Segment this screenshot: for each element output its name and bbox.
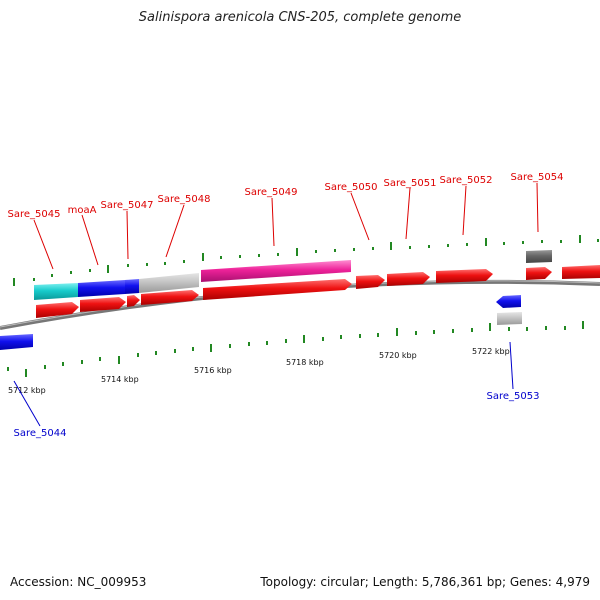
scale-label: 5712 kbp	[8, 386, 46, 395]
reverse-cds-track	[0, 295, 522, 350]
label-leaders	[13, 182, 539, 427]
leader-sare-5047	[126, 210, 129, 260]
gene-label-sare-5047[interactable]: Sare_5047	[101, 200, 154, 211]
leader-sare-5054	[536, 182, 539, 233]
gene-label-sare-5051[interactable]: Sare_5051	[384, 178, 437, 189]
cds-arrow-sare-5050[interactable]	[356, 275, 385, 289]
gene-label-sare-5053[interactable]: Sare_5053	[487, 391, 540, 402]
inner-tick-ring	[7, 321, 584, 377]
scale-label: 5722 kbp	[472, 347, 510, 356]
leader-sare-5048	[165, 204, 185, 258]
scale-label: 5720 kbp	[379, 351, 417, 360]
cds-arrow-sare-5051[interactable]	[387, 272, 430, 286]
gene-sare-5047-block[interactable]	[125, 279, 139, 294]
leader-sare-5045	[33, 219, 54, 270]
cds-arrow-sare-5044[interactable]	[0, 334, 33, 350]
gene-sare-5053-block[interactable]	[497, 312, 522, 325]
gene-label-sare-5045[interactable]: Sare_5045	[8, 209, 61, 220]
feature-track-outer	[34, 250, 552, 300]
cds-arrow-sare-5047[interactable]	[127, 295, 140, 307]
scale-label: 5718 kbp	[286, 358, 324, 367]
cds-arrow-sare-5049[interactable]	[203, 279, 352, 300]
gene-label-sare-5048[interactable]: Sare_5048	[158, 194, 211, 205]
leader-moaa	[81, 214, 99, 266]
gene-moaa-block[interactable]	[78, 280, 125, 297]
scale-label: 5714 kbp	[101, 375, 139, 384]
cds-arrow-sare-5052[interactable]	[436, 269, 493, 283]
scale-labels: 5712 kbp 5714 kbp 5716 kbp 5718 kbp 5720…	[8, 347, 510, 395]
scale-label: 5716 kbp	[194, 366, 232, 375]
genome-summary-text: Topology: circular; Length: 5,786,361 bp…	[260, 575, 590, 589]
gene-label-sare-5052[interactable]: Sare_5052	[440, 175, 493, 186]
cds-arrow-moaa[interactable]	[80, 297, 126, 312]
gene-label-moaa[interactable]: moaA	[68, 205, 97, 216]
outer-tick-ring	[13, 235, 599, 286]
leader-sare-5052	[462, 185, 467, 236]
gene-label-sare-5044[interactable]: Sare_5044	[14, 428, 67, 439]
gene-label-sare-5050[interactable]: Sare_5050	[325, 182, 378, 193]
accession-text: Accession: NC_009953	[10, 575, 147, 589]
cds-arrow-sare-5045[interactable]	[36, 302, 79, 318]
gene-sare-5045-block[interactable]	[34, 283, 78, 300]
gene-label-sare-5054[interactable]: Sare_5054	[511, 172, 564, 183]
leader-sare-5053	[509, 341, 514, 390]
gene-label-sare-5049[interactable]: Sare_5049	[245, 187, 298, 198]
map-title: Salinispora arenicola CNS-205, complete …	[138, 10, 462, 25]
leader-sare-5050	[350, 192, 370, 241]
gene-sare-5048-block[interactable]	[139, 273, 199, 293]
cds-arrow-next-gene[interactable]	[562, 265, 600, 279]
forward-cds-track	[36, 265, 600, 318]
cds-arrow-sare-5048[interactable]	[141, 290, 199, 305]
leader-sare-5051	[405, 187, 411, 240]
gene-sare-5049-block[interactable]	[201, 260, 351, 282]
leader-sare-5049	[271, 197, 275, 247]
cds-arrow-sare-5054[interactable]	[526, 267, 552, 280]
gene-labels: Sare_5045 moaA Sare_5047 Sare_5048 Sare_…	[8, 172, 564, 439]
gene-sare-5054-block[interactable]	[526, 250, 552, 263]
cds-arrow-sare-5053[interactable]	[496, 295, 521, 308]
leader-sare-5044	[13, 380, 41, 427]
